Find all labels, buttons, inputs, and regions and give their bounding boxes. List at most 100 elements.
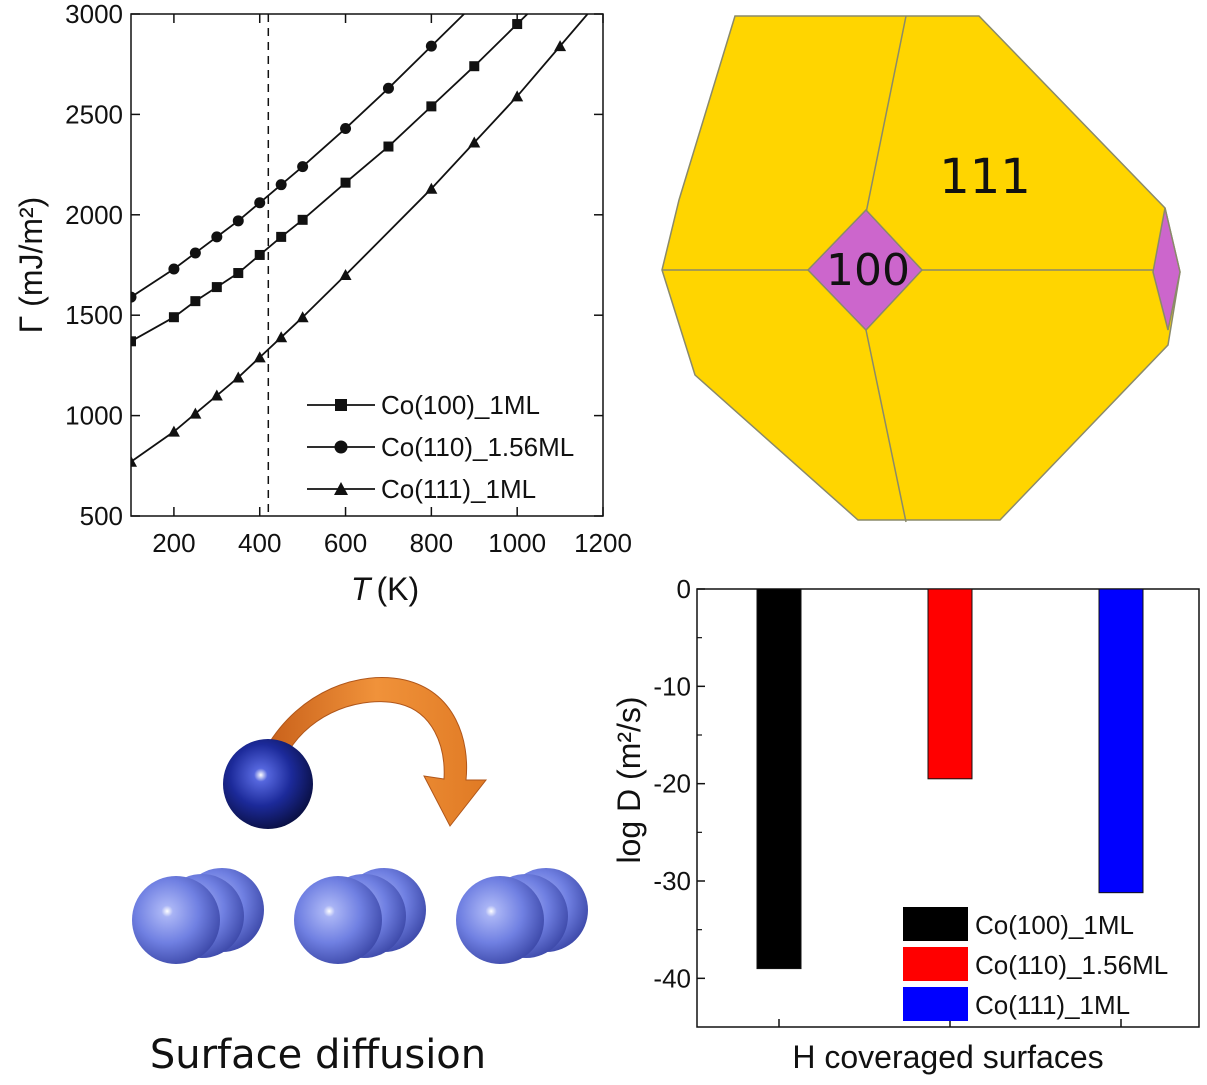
facet-111-label: 111 [939, 149, 1031, 205]
data-point [167, 425, 180, 437]
series-line [131, 14, 589, 463]
y-tick-label: 1000 [65, 401, 123, 431]
line-chart-plot-frame [130, 13, 604, 517]
data-point [276, 231, 287, 242]
data-point [554, 40, 567, 52]
data-point [253, 351, 266, 363]
y-tick-label: -30 [653, 866, 691, 896]
line-chart-x-axis-label: T (K) [351, 571, 419, 607]
x-tick-label: 200 [152, 528, 195, 558]
y-tick-label: 1500 [65, 300, 123, 330]
bar-chart-legend: Co(100)_1ML Co(110)_1.56ML Co(111)_1ML [903, 907, 1168, 1021]
bar [756, 588, 802, 970]
x-tick-label: 800 [410, 528, 453, 558]
line-chart-y-axis-label: Γ (mJ/m²) [13, 197, 49, 334]
y-tick-label: 0 [677, 574, 691, 604]
legend-label: Co(100)_1ML [975, 910, 1134, 940]
data-point [340, 177, 351, 188]
data-point [511, 90, 524, 102]
x-tick-label: 1200 [574, 528, 632, 558]
legend-swatch [903, 987, 968, 1021]
facet-100-face [806, 208, 924, 332]
data-point [275, 331, 288, 343]
line-chart: 200 400 600 800 1000 1200 500 1000 1500 2000 2500 3… [13, 0, 632, 607]
data-point [296, 311, 309, 323]
legend-label: Co(110)_1.56ML [381, 432, 574, 462]
surface-atom [132, 876, 220, 964]
data-point [469, 61, 480, 72]
legend-label: Co(110)_1.56ML [975, 950, 1168, 980]
x-tick-label: 600 [324, 528, 367, 558]
line-chart-series [131, 14, 589, 467]
surface-atom-stack [294, 868, 426, 964]
legend-label: Co(100)_1ML [381, 390, 540, 420]
bar [927, 588, 973, 780]
data-point [168, 263, 180, 275]
diffusion-caption: Surface diffusion [150, 1032, 486, 1078]
legend-marker [334, 482, 348, 495]
bar-chart-y-axis-label: log D (m²/s) [611, 696, 647, 863]
data-point [468, 136, 481, 148]
facet-100-side-face [1152, 207, 1181, 331]
legend-label: Co(111)_1ML [975, 990, 1130, 1020]
y-tick-label: -20 [653, 769, 691, 799]
surface-atom [456, 876, 544, 964]
crystal-edge [865, 329, 907, 523]
data-point [254, 249, 265, 260]
data-point [425, 182, 438, 194]
y-tick-label: 2500 [65, 99, 123, 129]
data-point [512, 19, 523, 30]
bar-chart-x-axis-label: H coveraged surfaces [792, 1039, 1103, 1075]
data-point [254, 197, 266, 209]
data-point [232, 371, 245, 383]
data-point [339, 269, 352, 281]
legend-swatch [903, 947, 968, 981]
data-point [232, 215, 244, 227]
data-point [426, 101, 437, 112]
data-point [131, 336, 136, 347]
data-point [131, 455, 137, 467]
crystal-edge [865, 15, 907, 214]
surface-atom [294, 876, 382, 964]
data-point [168, 312, 179, 323]
data-point [189, 247, 201, 259]
series-line [131, 14, 465, 298]
data-point [275, 179, 287, 191]
data-point [131, 291, 137, 303]
surface-diffusion-illustration: Surface diffusion [132, 677, 588, 1078]
y-tick-label: 2000 [65, 200, 123, 230]
data-point [233, 268, 244, 279]
data-point [189, 407, 202, 419]
data-point [211, 231, 223, 243]
x-axis-label-unit: (K) [376, 571, 419, 607]
surface-atom-stack [132, 868, 264, 964]
data-point [382, 82, 394, 94]
x-tick-label: 400 [238, 528, 281, 558]
surface-atom-stack [456, 868, 588, 964]
legend-marker [334, 440, 348, 454]
y-tick-label: 3000 [65, 0, 123, 29]
data-point [211, 282, 222, 293]
bar-chart-bars [756, 588, 1144, 970]
data-point [340, 122, 352, 134]
data-point [297, 161, 309, 173]
data-point [190, 296, 201, 307]
crystal-shape: 111 100 [661, 15, 1181, 523]
data-point [383, 141, 394, 152]
legend-label: Co(111)_1ML [381, 474, 536, 504]
diffusion-arrow [265, 677, 488, 827]
bar [1098, 588, 1144, 894]
data-point [425, 40, 437, 52]
bar-chart: 0-10-20-30-40 Co(100)_1MLCo(110)_1.56MLC… [611, 574, 1200, 1075]
y-tick-label: -40 [653, 963, 691, 993]
y-tick-label: -10 [653, 671, 691, 701]
legend-swatch [903, 907, 968, 941]
legend-marker [335, 399, 347, 411]
data-point [297, 214, 308, 225]
adatom [223, 739, 313, 829]
x-tick-label: 1000 [488, 528, 546, 558]
y-tick-label: 500 [80, 501, 123, 531]
facet-100-label: 100 [826, 245, 910, 296]
data-point [210, 389, 223, 401]
